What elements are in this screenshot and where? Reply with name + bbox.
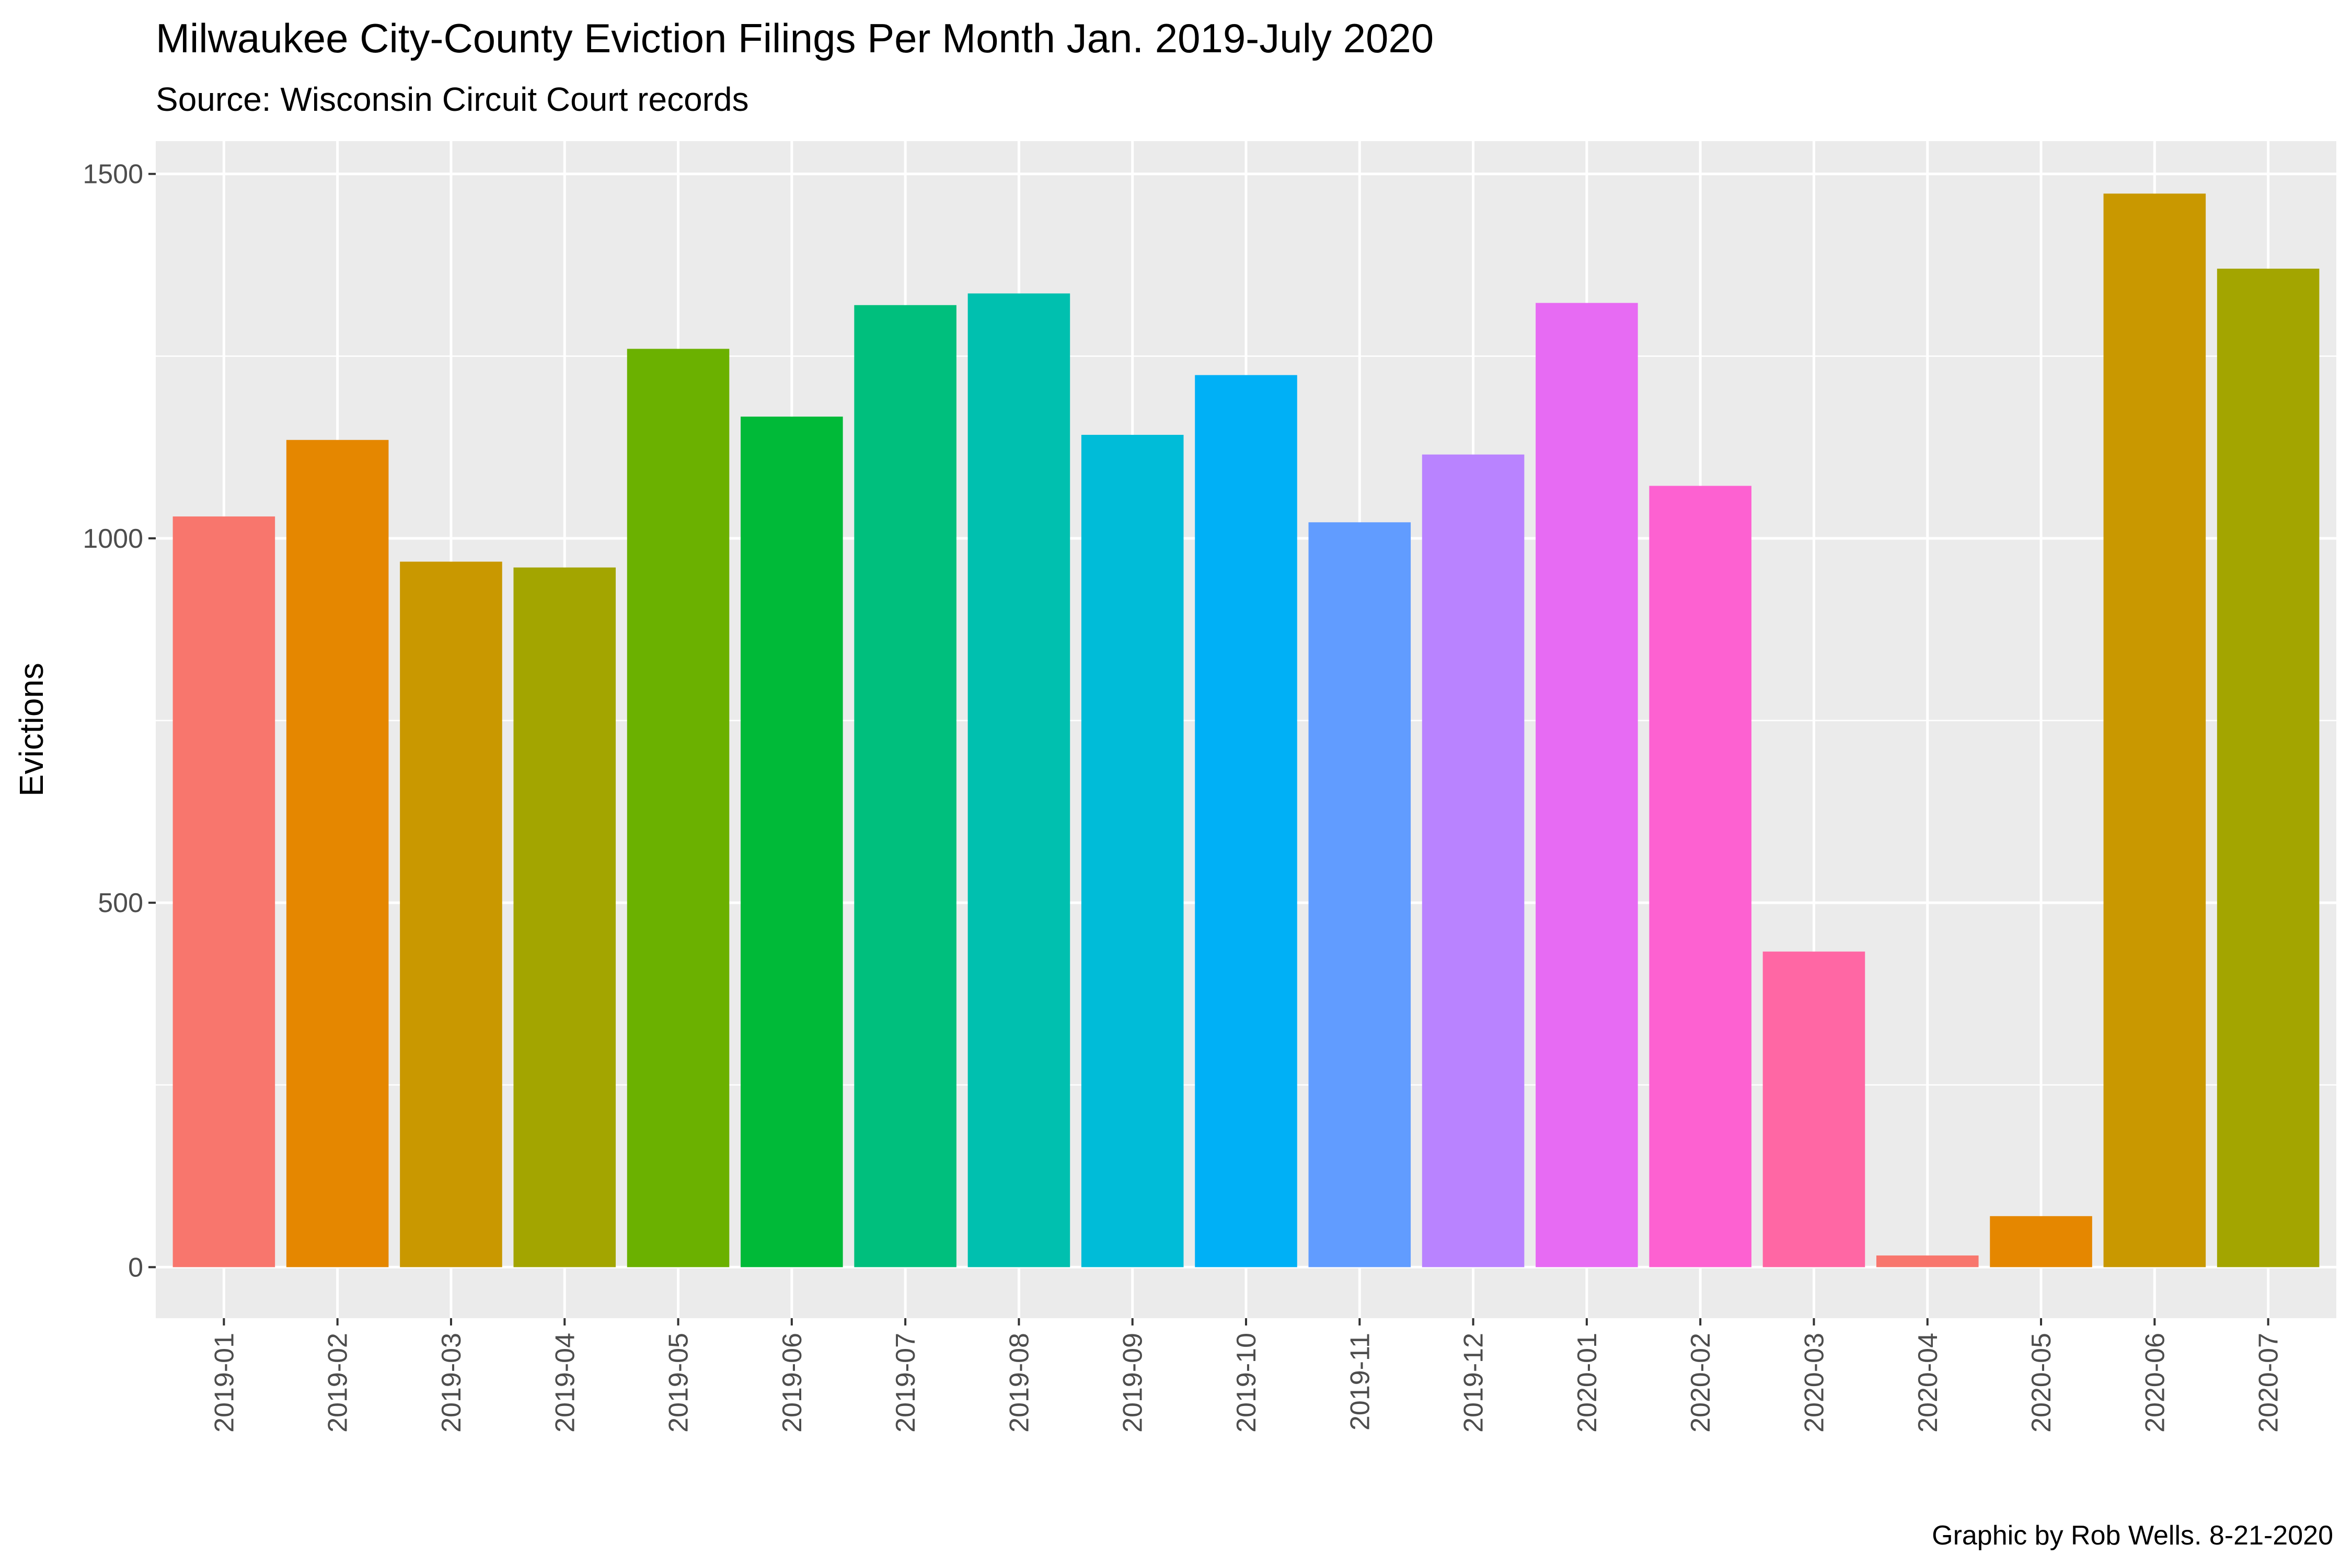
bar-2019-03 <box>400 561 502 1267</box>
x-tick-label: 2019-10 <box>1231 1333 1262 1433</box>
bar-2019-08 <box>967 293 1070 1267</box>
x-tick-label: 2020-01 <box>1572 1333 1602 1433</box>
y-axis-ticks: 0 500 1000 1500 <box>83 159 156 1283</box>
bar-2019-09 <box>1081 434 1184 1267</box>
x-tick-label: 2020-04 <box>1913 1333 1943 1433</box>
bar-2020-01 <box>1536 303 1638 1267</box>
bar-2019-11 <box>1308 522 1411 1267</box>
x-tick-label: 2019-01 <box>209 1333 239 1433</box>
bar-2020-04 <box>1876 1255 1979 1267</box>
x-tick-label: 2019-02 <box>323 1333 353 1433</box>
x-tick-label: 2020-02 <box>1686 1333 1716 1433</box>
x-tick-label: 2019-07 <box>891 1333 921 1433</box>
bars <box>172 193 2320 1267</box>
bar-2020-06 <box>2103 193 2206 1267</box>
x-tick-label: 2020-03 <box>1799 1333 1829 1433</box>
y-axis-label: Evictions <box>13 663 50 797</box>
x-tick-label: 2019-11 <box>1345 1333 1375 1431</box>
bar-2019-07 <box>854 305 956 1267</box>
x-tick-label: 2020-05 <box>2026 1333 2057 1433</box>
y-tick-label: 1500 <box>83 159 143 190</box>
x-tick-label: 2019-08 <box>1004 1333 1034 1433</box>
bar-2020-05 <box>1990 1216 2092 1267</box>
x-tick-label: 2020-06 <box>2140 1333 2170 1433</box>
bar-2019-06 <box>741 417 843 1267</box>
bar-2020-03 <box>1762 951 1865 1267</box>
y-tick-label: 0 <box>128 1252 143 1283</box>
x-tick-label: 2019-12 <box>1459 1333 1489 1433</box>
x-tick-label: 2019-09 <box>1118 1333 1148 1433</box>
chart-title: Milwaukee City-County Eviction Filings P… <box>156 15 1434 61</box>
chart-caption: Graphic by Rob Wells. 8-21-2020 <box>1932 1520 2333 1551</box>
bar-2019-01 <box>172 516 275 1267</box>
bar-2020-02 <box>1649 486 1751 1267</box>
chart-subtitle: Source: Wisconsin Circuit Court records <box>156 80 749 118</box>
bar-2019-02 <box>286 440 389 1267</box>
bar-2019-12 <box>1422 454 1525 1267</box>
x-tick-label: 2019-05 <box>664 1333 694 1433</box>
bar-2019-05 <box>627 349 730 1267</box>
bar-2020-07 <box>2217 269 2320 1267</box>
x-tick-label: 2019-03 <box>436 1333 467 1433</box>
y-tick-label: 500 <box>98 888 143 918</box>
x-axis-ticks: 2019-01 2019-02 2019-03 2019-04 2019-05 2019-… <box>209 1318 2284 1433</box>
x-tick-label: 2019-04 <box>550 1333 580 1433</box>
x-tick-label: 2019-06 <box>777 1333 808 1433</box>
y-tick-label: 1000 <box>83 524 143 554</box>
bar-2019-10 <box>1195 375 1297 1267</box>
x-tick-label: 2020-07 <box>2254 1333 2284 1433</box>
bar-2019-04 <box>513 567 616 1267</box>
